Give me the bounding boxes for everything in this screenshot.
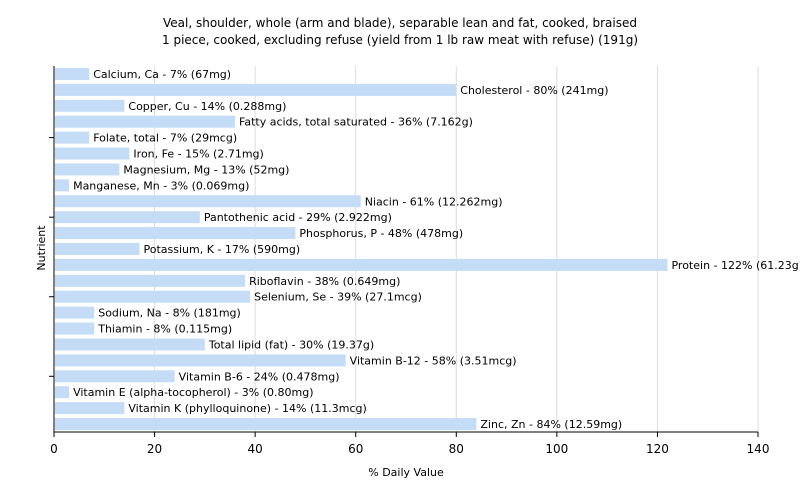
bar — [55, 115, 236, 128]
bar-label: Riboflavin - 38% (0.649mg) — [249, 275, 400, 288]
x-tick-label: 80 — [449, 442, 464, 456]
bar-label: Selenium, Se - 39% (27.1mcg) — [254, 291, 422, 304]
bar — [55, 322, 95, 335]
y-axis-title: Nutrient — [35, 225, 48, 271]
x-tick-label: 0 — [50, 442, 58, 456]
bar-label: Potassium, K - 17% (590mg) — [143, 243, 300, 256]
bar-label: Zinc, Zn - 84% (12.59mg) — [480, 418, 622, 431]
bar — [55, 99, 125, 112]
bar-label: Vitamin B-12 - 58% (3.51mcg) — [350, 354, 517, 367]
x-tick-label: 20 — [147, 442, 162, 456]
bar — [55, 290, 251, 303]
bar — [55, 354, 346, 367]
bar-label: Manganese, Mn - 3% (0.069mg) — [73, 179, 249, 192]
bar-label: Pantothenic acid - 29% (2.922mg) — [204, 211, 392, 224]
bar — [55, 370, 175, 383]
x-tick-label: 60 — [348, 442, 363, 456]
bar-label: Cholesterol - 80% (241mg) — [460, 84, 608, 97]
bar — [55, 274, 246, 287]
bar — [55, 147, 130, 160]
bar — [55, 83, 457, 96]
bar — [55, 195, 361, 208]
bar-label: Folate, total - 7% (29mcg) — [93, 132, 237, 145]
bar — [55, 211, 200, 224]
bar-label: Magnesium, Mg - 13% (52mg) — [123, 163, 289, 176]
bar-label: Vitamin B-6 - 24% (0.478mg) — [179, 370, 340, 383]
bar — [55, 306, 95, 319]
bar-label: Total lipid (fat) - 30% (19.37g) — [208, 338, 374, 351]
bar — [55, 67, 90, 80]
bar-label: Iron, Fe - 15% (2.71mg) — [133, 148, 263, 161]
x-tick-label: 40 — [248, 442, 263, 456]
bar — [55, 386, 70, 399]
chart-title: Veal, shoulder, whole (arm and blade), s… — [163, 16, 637, 30]
bar-label: Vitamin K (phylloquinone) - 14% (11.3mcg… — [128, 402, 366, 415]
bar — [55, 179, 70, 192]
bar-label: Fatty acids, total saturated - 36% (7.16… — [239, 116, 473, 129]
bar — [55, 402, 125, 415]
x-tick-label: 120 — [646, 442, 669, 456]
bars: Calcium, Ca - 7% (67mg) Cholesterol - 80%… — [55, 67, 800, 431]
axes: 0 20 40 60 80 100 120 140 — [49, 66, 769, 456]
bar-label: Calcium, Ca - 7% (67mg) — [93, 68, 231, 81]
x-axis-title: % Daily Value — [368, 466, 444, 479]
bar — [55, 418, 477, 431]
bar-label: Vitamin E (alpha-tocopherol) - 3% (0.80m… — [73, 386, 313, 399]
bar-label: Copper, Cu - 14% (0.288mg) — [128, 100, 286, 113]
bar-label: Protein - 122% (61.23g) — [671, 259, 800, 272]
bar — [55, 131, 90, 144]
bar-label: Thiamin - 8% (0.115mg) — [97, 323, 232, 336]
bar-label: Niacin - 61% (12.262mg) — [365, 195, 503, 208]
x-tick-label: 100 — [545, 442, 568, 456]
bar — [55, 163, 120, 176]
bar — [55, 243, 140, 255]
x-tick-label: 140 — [747, 442, 770, 456]
bar — [55, 227, 296, 240]
bar — [55, 338, 205, 351]
bar-label: Sodium, Na - 8% (181mg) — [98, 307, 241, 320]
chart-subtitle: 1 piece, cooked, excluding refuse (yield… — [162, 33, 638, 47]
bar — [55, 258, 668, 271]
bar-label: Phosphorus, P - 48% (478mg) — [299, 227, 463, 240]
